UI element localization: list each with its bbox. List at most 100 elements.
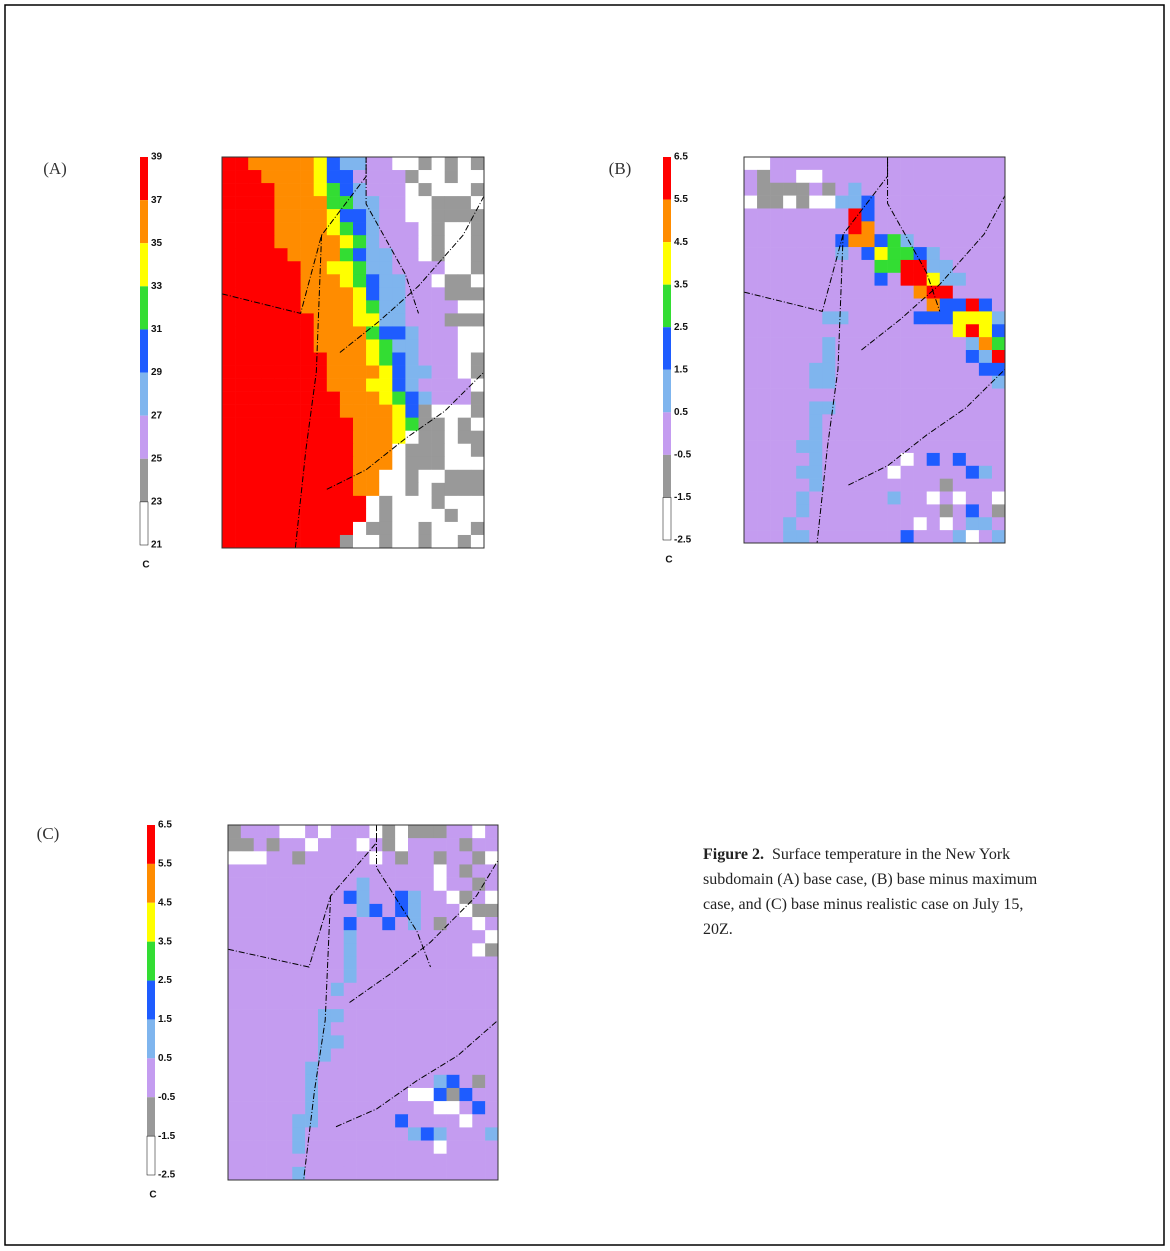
map-cell	[392, 470, 405, 483]
map-cell	[861, 183, 874, 196]
map-cell	[369, 996, 382, 1009]
map-cell	[835, 196, 848, 209]
colorbar-tick-label: 27	[151, 410, 163, 421]
map-cell	[914, 530, 927, 543]
map-cell	[305, 1009, 318, 1022]
map-cell	[419, 457, 432, 470]
map-cell	[783, 530, 796, 543]
map-cell	[366, 366, 379, 379]
map-cell	[314, 209, 327, 222]
map-cell	[274, 457, 287, 470]
map-cell	[392, 183, 405, 196]
map-cell	[222, 222, 235, 235]
map-cell	[901, 504, 914, 517]
map-cell	[395, 878, 408, 891]
map-cell	[434, 825, 447, 838]
map-cell	[901, 170, 914, 183]
map-cell	[809, 337, 822, 350]
map-cell	[822, 196, 835, 209]
map-cell	[914, 414, 927, 427]
map-cell	[979, 517, 992, 530]
map-cell	[459, 1127, 472, 1140]
map-cell	[485, 1127, 498, 1140]
map-cell	[419, 183, 432, 196]
map-cell	[835, 453, 848, 466]
map-cell	[366, 470, 379, 483]
map-cell	[914, 479, 927, 492]
map-cell	[222, 535, 235, 548]
map-cell	[405, 496, 418, 509]
map-cell	[331, 1154, 344, 1167]
map-cell	[822, 440, 835, 453]
map-cell	[459, 1088, 472, 1101]
map-cell	[314, 196, 327, 209]
map-cell	[327, 170, 340, 183]
map-cell	[914, 196, 927, 209]
map-cell	[875, 208, 888, 221]
map-cell	[848, 414, 861, 427]
map-cell	[261, 496, 274, 509]
map-cell	[434, 1035, 447, 1048]
map-cell	[327, 157, 340, 170]
map-cell	[379, 274, 392, 287]
map-cell	[405, 509, 418, 522]
map-cell	[366, 392, 379, 405]
map-cell	[434, 956, 447, 969]
map-cell	[471, 470, 484, 483]
map-cell	[822, 247, 835, 260]
map-cell	[927, 389, 940, 402]
map-cell	[353, 313, 366, 326]
map-cell	[835, 183, 848, 196]
map-cell	[235, 274, 248, 287]
map-cell	[254, 851, 267, 864]
map-cell	[261, 366, 274, 379]
map-cell	[770, 466, 783, 479]
map-cell	[485, 1114, 498, 1127]
map-cell	[940, 324, 953, 337]
map-cell	[809, 389, 822, 402]
map-cell	[783, 350, 796, 363]
map-cell	[392, 313, 405, 326]
map-cell	[318, 1035, 331, 1048]
map-cell	[301, 535, 314, 548]
map-cell	[241, 1009, 254, 1022]
map-cell	[248, 379, 261, 392]
map-cell	[459, 917, 472, 930]
map-cell	[392, 392, 405, 405]
map-cell	[421, 851, 434, 864]
map-cell	[261, 274, 274, 287]
map-cell	[318, 1114, 331, 1127]
map-cell	[445, 379, 458, 392]
map-cell	[274, 157, 287, 170]
colorbar-tick-label: 5.5	[674, 194, 688, 205]
map-cell	[327, 366, 340, 379]
map-cell	[848, 183, 861, 196]
map-cell	[314, 522, 327, 535]
map-cell	[314, 535, 327, 548]
map-cell	[288, 313, 301, 326]
map-cell	[835, 170, 848, 183]
map-cell	[783, 170, 796, 183]
map-cell	[421, 1062, 434, 1075]
map-cell	[421, 983, 434, 996]
map-cell	[392, 366, 405, 379]
map-cell	[888, 183, 901, 196]
map-cell	[419, 470, 432, 483]
map	[222, 157, 484, 548]
map-cell	[241, 1141, 254, 1154]
map-cell	[228, 851, 241, 864]
map-cell	[288, 261, 301, 274]
map-cell	[379, 496, 392, 509]
colorbar-tick-label: 6.5	[674, 152, 688, 163]
map-cell	[331, 943, 344, 956]
map-cell	[340, 248, 353, 261]
map-cell	[432, 170, 445, 183]
map-cell	[421, 996, 434, 1009]
map-cell	[458, 535, 471, 548]
map-cell	[458, 261, 471, 274]
map-cell	[953, 504, 966, 517]
map-cell	[472, 1049, 485, 1062]
map-cell	[979, 389, 992, 402]
map-cell	[274, 222, 287, 235]
map-cell	[459, 825, 472, 838]
